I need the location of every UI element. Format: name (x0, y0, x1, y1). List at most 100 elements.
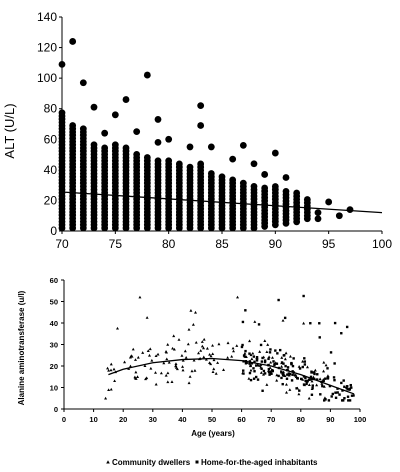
triangle-marker (187, 327, 191, 331)
square-marker (268, 351, 272, 354)
bottom-data-points (104, 294, 355, 402)
triangle-marker (113, 379, 117, 383)
triangle-marker (266, 343, 270, 346)
square-marker (249, 378, 253, 382)
bottom-x-tick-label: 90 (326, 415, 334, 424)
square-marker (326, 367, 329, 370)
data-point (239, 142, 247, 149)
triangle-marker (145, 316, 149, 319)
square-marker (304, 379, 307, 383)
square-marker (252, 377, 256, 380)
triangle-marker (322, 360, 326, 364)
triangle-marker (145, 376, 149, 380)
square-marker (333, 321, 337, 325)
square-marker (330, 395, 333, 398)
triangle-marker (162, 361, 166, 365)
square-marker (311, 384, 314, 387)
square-marker (248, 352, 251, 355)
data-point (261, 184, 269, 192)
triangle-marker (159, 371, 163, 375)
square-marker (304, 376, 307, 380)
square-marker (326, 377, 330, 380)
triangle-marker (188, 375, 192, 378)
square-marker (342, 379, 345, 382)
square-marker (255, 357, 259, 361)
square-marker (322, 379, 325, 383)
bottom-x-axis-label: Age (years) (191, 429, 235, 438)
bottom-x-tick-label: 40 (178, 415, 186, 424)
square-marker (332, 376, 336, 379)
square-marker (280, 376, 283, 380)
triangle-marker (181, 368, 185, 372)
square-marker (307, 378, 311, 381)
square-marker (241, 343, 244, 347)
triangle-marker (322, 385, 326, 388)
triangle-marker (174, 364, 178, 367)
data-point (101, 129, 109, 137)
legend-community-dwellers-marker (106, 460, 110, 464)
square-marker (280, 370, 283, 373)
triangle-marker (166, 343, 170, 346)
legend-community-dwellers-label: Community dwellers (112, 458, 191, 467)
square-marker (263, 372, 267, 375)
square-marker (324, 398, 327, 401)
top-x-tick-label: 70 (55, 237, 69, 251)
square-marker (276, 352, 279, 355)
top-y-tick-label: 0 (50, 224, 57, 238)
data-point (69, 38, 77, 45)
square-marker (248, 360, 252, 363)
bottom-y-tick-label: 60 (50, 276, 58, 285)
triangle-marker (269, 360, 273, 364)
square-marker (292, 357, 295, 360)
square-marker (277, 374, 280, 378)
top-trend-line (61, 191, 383, 214)
triangle-marker (307, 396, 311, 400)
triangle-marker (258, 364, 262, 367)
square-marker (329, 351, 333, 354)
data-point (346, 206, 354, 214)
bottom-trend-line (108, 357, 355, 395)
bottom-scatter-chart: 0 10 20 30 40 50 60 70 80 90 100 0 10 20 30 40 50 60 Age… (17, 276, 366, 467)
square-marker (240, 345, 244, 349)
triangle-marker (180, 354, 184, 357)
triangle-marker (128, 355, 132, 359)
square-marker (333, 362, 336, 365)
triangle-marker (133, 375, 137, 379)
triangle-marker (261, 372, 265, 376)
triangle-marker (253, 320, 257, 323)
top-y-tick-label: 120 (37, 41, 57, 55)
square-marker (271, 369, 275, 373)
triangle-marker (263, 339, 267, 343)
data-point (122, 144, 130, 152)
square-marker (306, 379, 309, 383)
triangle-marker (200, 344, 204, 348)
triangle-marker (247, 376, 251, 380)
data-point (133, 128, 141, 136)
triangle-marker (288, 388, 292, 391)
triangle-marker (115, 326, 119, 330)
bottom-x-tick-label: 10 (89, 415, 97, 424)
triangle-marker (138, 295, 142, 299)
triangle-marker (200, 340, 204, 343)
square-marker (263, 359, 267, 362)
triangle-marker (211, 370, 215, 374)
top-y-tick-label: 100 (37, 71, 57, 85)
data-point (133, 150, 141, 158)
triangle-marker (249, 368, 253, 372)
triangle-marker (202, 355, 206, 359)
square-marker (252, 355, 256, 358)
triangle-marker (150, 358, 154, 362)
data-point (314, 215, 322, 223)
triangle-marker (284, 351, 288, 355)
triangle-marker (212, 358, 216, 362)
square-marker (267, 367, 271, 371)
data-point (154, 157, 162, 165)
square-marker (262, 369, 266, 373)
square-marker (272, 360, 275, 363)
square-marker (324, 377, 327, 380)
triangle-marker (109, 387, 113, 391)
square-marker (254, 375, 258, 379)
square-marker (302, 294, 305, 298)
data-point (207, 143, 215, 151)
